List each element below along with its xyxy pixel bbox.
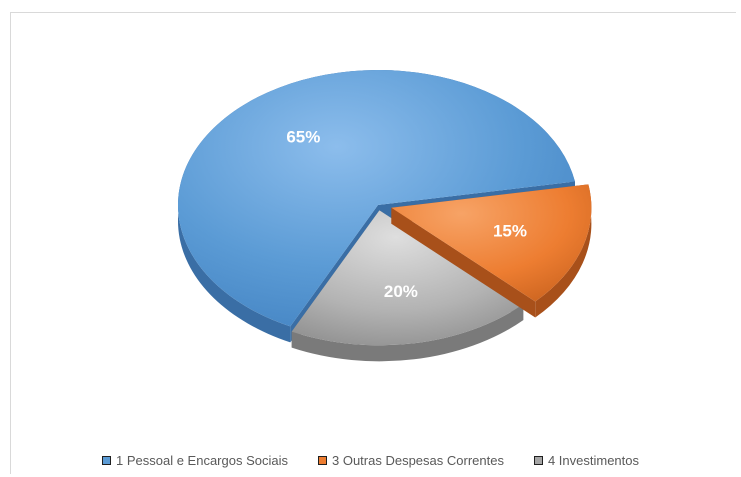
legend-swatch-investimentos xyxy=(533,456,543,465)
data-label-investimentos: 20% xyxy=(384,282,418,301)
slice-pessoal[interactable] xyxy=(178,69,575,327)
slice-outras-despesas-side xyxy=(535,184,592,318)
legend-item-outras-despesas[interactable]: 3 Outras Despesas Correntes xyxy=(317,453,504,468)
data-label-outras-despesas: 15% xyxy=(493,222,527,241)
legend-swatch-outras-despesas xyxy=(317,456,327,465)
legend: 1 Pessoal e Encargos Sociais 3 Outras De… xyxy=(0,453,741,468)
slice-investimentos-side xyxy=(291,304,524,362)
legend-item-pessoal[interactable]: 1 Pessoal e Encargos Sociais xyxy=(102,453,288,468)
legend-label-investimentos: 4 Investimentos xyxy=(547,453,639,468)
slice-outras-despesas-wall-2 xyxy=(391,207,536,318)
data-label-pessoal: 65% xyxy=(286,128,320,147)
slice-investimentos[interactable] xyxy=(291,210,524,346)
legend-swatch-pessoal xyxy=(102,456,111,465)
slice-outras-despesas[interactable] xyxy=(391,184,592,302)
legend-label-outras-despesas: 3 Outras Despesas Correntes xyxy=(331,453,504,468)
legend-item-investimentos[interactable]: 4 Investimentos xyxy=(533,453,639,468)
legend-label-pessoal: 1 Pessoal e Encargos Sociais xyxy=(116,453,288,468)
